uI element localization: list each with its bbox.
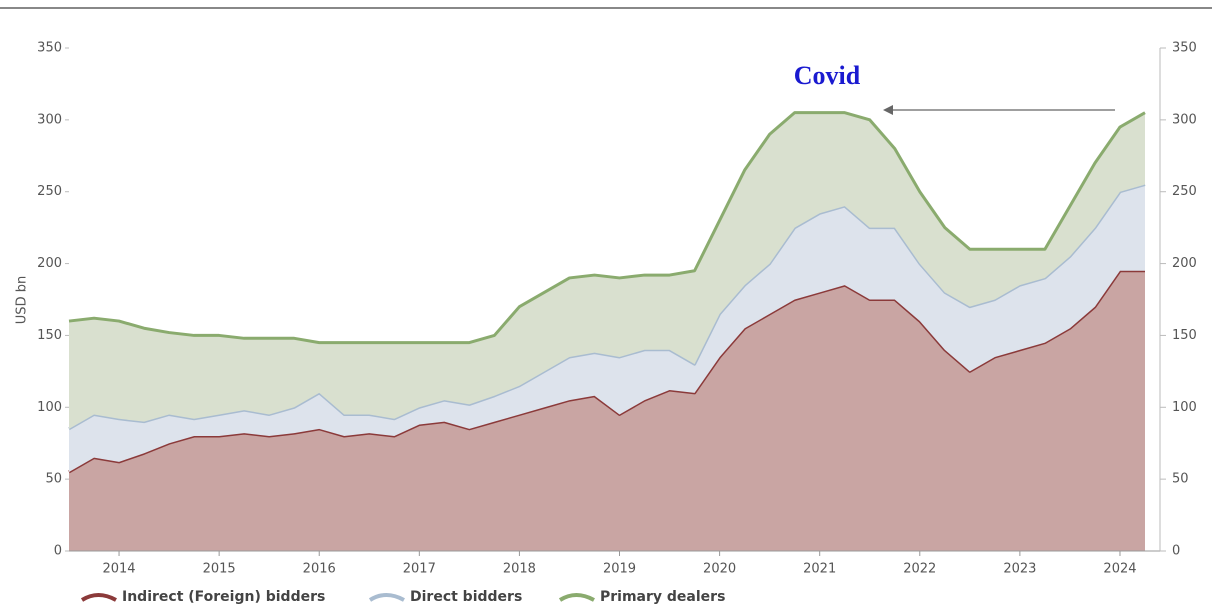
y2-tick-label: 250 xyxy=(1172,184,1197,199)
x-tick-label: 2014 xyxy=(102,562,135,577)
y-tick-label: 200 xyxy=(37,256,62,271)
x-tick-label: 2021 xyxy=(803,562,836,577)
y-tick-label: 250 xyxy=(37,184,62,199)
y2-tick-label: 350 xyxy=(1172,41,1197,56)
area-fill xyxy=(69,112,1145,429)
y-tick-label: 0 xyxy=(54,544,62,559)
x-tick-label: 2020 xyxy=(703,562,736,577)
y-tick-label: 50 xyxy=(45,472,62,487)
series-line xyxy=(68,111,1146,345)
x-tick-label: 2022 xyxy=(903,562,936,577)
annotation: Covid xyxy=(794,61,861,90)
legend-swatch xyxy=(80,593,117,602)
x-tick-label: 2018 xyxy=(503,562,536,577)
x-tick-label: 2024 xyxy=(1103,562,1136,577)
area-fill xyxy=(69,184,1145,472)
y2-tick-label: 150 xyxy=(1172,328,1197,343)
legend-label: Direct bidders xyxy=(410,589,522,605)
y2-tick-label: 100 xyxy=(1172,400,1197,415)
legend-label: Primary dealers xyxy=(600,589,725,605)
y-tick-label: 350 xyxy=(37,41,62,56)
x-tick-label: 2015 xyxy=(203,562,236,577)
y2-tick-label: 50 xyxy=(1172,472,1189,487)
y-axis-label: USD bn xyxy=(15,276,30,324)
annotation-arrowhead xyxy=(883,105,893,115)
x-tick-label: 2019 xyxy=(603,562,636,577)
y2-tick-label: 0 xyxy=(1172,544,1180,559)
x-tick-label: 2023 xyxy=(1003,562,1036,577)
y2-tick-label: 300 xyxy=(1172,112,1197,127)
x-tick-label: 2017 xyxy=(403,562,436,577)
y2-tick-label: 200 xyxy=(1172,256,1197,271)
legend-label: Indirect (Foreign) bidders xyxy=(122,589,325,605)
legend-swatch xyxy=(368,593,405,602)
y-tick-label: 150 xyxy=(37,328,62,343)
x-tick-label: 2016 xyxy=(303,562,336,577)
areas xyxy=(68,111,1146,551)
y-tick-label: 300 xyxy=(37,112,62,127)
area-fill xyxy=(69,270,1145,551)
y-tick-label: 100 xyxy=(37,400,62,415)
legend-swatch xyxy=(558,593,595,602)
